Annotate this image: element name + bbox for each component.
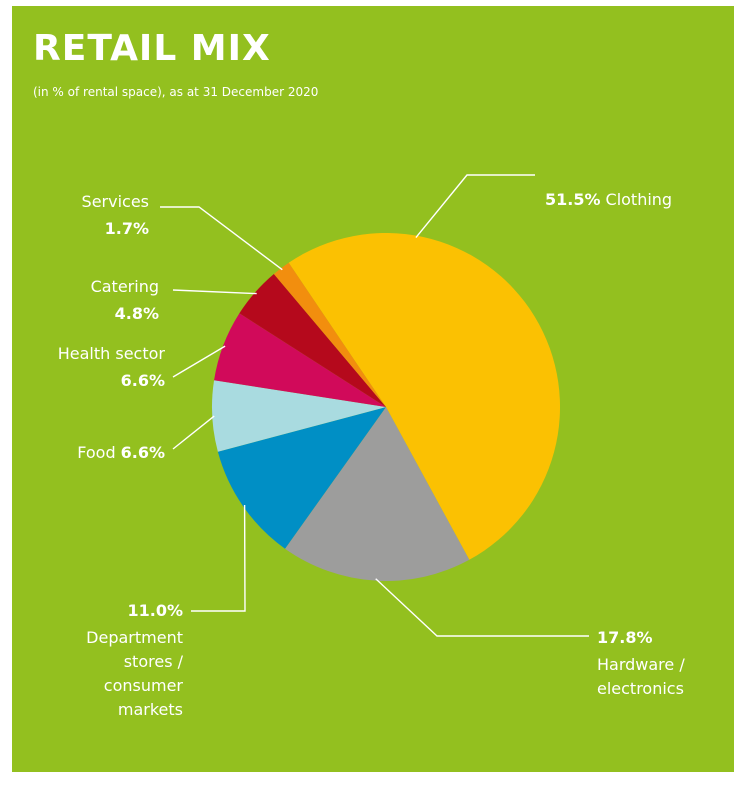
category-label-clothing: Clothing — [606, 190, 673, 209]
chart-title: RETAIL MIX — [33, 28, 271, 69]
chart-subtitle: (in % of rental space), as at 31 Decembe… — [33, 85, 319, 99]
leader-line-catering — [172, 289, 257, 295]
pie-slice-department — [217, 407, 386, 549]
pie-slice-food — [212, 380, 386, 452]
leader-line-services — [160, 206, 283, 271]
value-label-clothing: 51.5% — [545, 190, 601, 209]
category-label-food: Food — [77, 443, 115, 462]
category-label-services: Services — [82, 192, 149, 211]
pie-slice-services — [273, 262, 386, 407]
leader-line-hardware — [375, 578, 589, 637]
category-label-hardware-2: electronics — [597, 679, 684, 698]
category-label-department-1: Department — [86, 628, 183, 647]
value-label-food: 6.6% — [121, 443, 165, 462]
label-food: Food 6.6% — [77, 443, 165, 462]
leader-line-clothing — [415, 174, 535, 239]
category-label-health: Health sector — [58, 344, 166, 363]
pie-slices — [212, 232, 561, 581]
category-label-catering: Catering — [91, 277, 159, 296]
leader-line-food — [172, 415, 215, 450]
value-label-hardware: 17.8% — [597, 628, 653, 647]
pie-slice-hardware — [285, 407, 470, 581]
pie-slice-clothing — [288, 232, 561, 560]
label-clothing: 51.5% Clothing — [545, 190, 672, 209]
category-label-department-2: stores / — [124, 652, 184, 671]
value-label-catering: 4.8% — [115, 304, 159, 323]
leader-line-department — [191, 504, 246, 612]
pie-slice-catering — [239, 273, 386, 407]
category-label-department-4: markets — [118, 700, 183, 719]
value-label-department: 11.0% — [127, 601, 183, 620]
leader-lines — [160, 174, 589, 637]
pie-slice-health — [214, 313, 386, 407]
value-label-services: 1.7% — [105, 219, 149, 238]
category-label-hardware-1: Hardware / — [597, 655, 685, 674]
value-label-health: 6.6% — [121, 371, 165, 390]
leader-line-health — [172, 345, 226, 378]
category-label-department-3: consumer — [104, 676, 184, 695]
